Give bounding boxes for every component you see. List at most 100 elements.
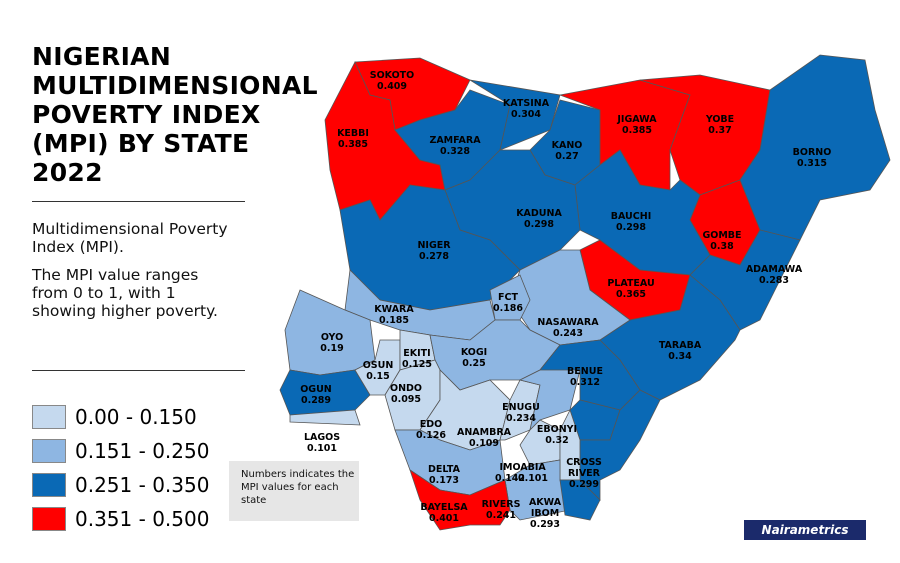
state-value: 0.298 xyxy=(616,222,646,233)
legend-item: 0.251 - 0.350 xyxy=(32,468,209,502)
state-name: EBONYI xyxy=(537,424,577,435)
state-value: 0.37 xyxy=(708,125,731,136)
state-label-edo: EDO 0.126 xyxy=(416,419,446,441)
state-value: 0.32 xyxy=(545,435,568,446)
state-name: TARABA xyxy=(659,340,702,351)
state-value: 0.101 xyxy=(518,473,548,484)
state-value: 0.241 xyxy=(486,510,516,521)
description-range: The MPI value ranges from 0 to 1, with 1… xyxy=(32,266,218,320)
state-label-katsina: KATSINA 0.304 xyxy=(503,98,550,120)
state-value: 0.19 xyxy=(320,343,343,354)
legend-swatch xyxy=(32,439,66,463)
state-label-nasawara: NASAWARA 0.243 xyxy=(537,317,599,339)
state-name: ANAMBRA xyxy=(457,427,512,438)
state-label-delta: DELTA 0.173 xyxy=(428,464,461,486)
state-value: 0.409 xyxy=(377,81,407,92)
state-value: 0.293 xyxy=(530,519,560,530)
state-label-ogun: OGUN 0.289 xyxy=(300,384,332,406)
description-definition: Multidimensional Poverty Index (MPI). xyxy=(32,220,228,256)
state-ogun xyxy=(279,369,371,416)
state-label-lagos: LAGOS 0.101 xyxy=(304,432,340,454)
state-katsina xyxy=(469,79,561,151)
state-name: KOGI xyxy=(461,347,487,358)
legend-label: 0.151 - 0.250 xyxy=(75,439,210,463)
state-name: BAYELSA xyxy=(420,502,468,513)
state-value: 0.312 xyxy=(570,377,600,388)
state-label-akwa-ibom: AKWA IBOM 0.293 xyxy=(529,497,562,530)
state-name: YOBE xyxy=(705,114,734,125)
state-akwa-ibom xyxy=(559,479,601,521)
state-value: 0.142 xyxy=(495,473,525,484)
state-label-gombe: GOMBE 0.38 xyxy=(702,230,741,252)
state-label-imo: IMO 0.142 xyxy=(495,462,525,484)
state-name: DELTA xyxy=(428,464,461,475)
note-box: Numbers indicates the MPI values for eac… xyxy=(229,461,359,521)
state-value: 0.109 xyxy=(469,438,499,449)
state-label-kwara: KWARA 0.185 xyxy=(374,304,414,326)
state-value: 0.126 xyxy=(416,430,446,441)
state-label-oyo: OYO 0.19 xyxy=(320,332,343,354)
state-label-borno: BORNO 0.315 xyxy=(793,147,832,169)
state-value: 0.34 xyxy=(668,351,692,362)
state-bayelsa xyxy=(409,469,511,531)
state-value: 0.328 xyxy=(440,146,470,157)
state-value: 0.385 xyxy=(622,125,652,136)
state-label-niger: NIGER 0.278 xyxy=(417,240,451,262)
state-name: ENUGU xyxy=(502,402,540,413)
state-label-cross-river: CROSS RIVER 0.299 xyxy=(566,457,602,490)
state-name: KADUNA xyxy=(516,208,562,219)
state-name: KWARA xyxy=(374,304,414,315)
state-name: GOMBE xyxy=(702,230,741,241)
state-bauchi xyxy=(574,149,711,276)
state-name: PLATEAU xyxy=(607,278,654,289)
state-label-adamawa: ADAMAWA 0.283 xyxy=(746,264,803,286)
state-name: BAUCHI xyxy=(611,211,651,222)
state-value: 0.289 xyxy=(301,395,331,406)
state-name: OYO xyxy=(321,332,343,343)
state-label-ebonyi: EBONYI 0.32 xyxy=(537,424,577,446)
state-name: NASAWARA xyxy=(537,317,599,328)
state-name: BENUE xyxy=(567,366,603,377)
state-name: IMO xyxy=(499,462,520,473)
nairametrics-logo: Nairametrics xyxy=(744,520,866,540)
state-value: 0.27 xyxy=(555,151,578,162)
state-label-jigawa: JIGAWA 0.385 xyxy=(616,114,657,136)
state-label-kano: KANO 0.27 xyxy=(552,140,583,162)
state-name: LAGOS xyxy=(304,432,340,443)
legend-swatch xyxy=(32,405,66,429)
divider xyxy=(32,201,245,202)
state-label-plateau: PLATEAU 0.365 xyxy=(607,278,654,300)
state-value: 0.15 xyxy=(366,371,389,382)
legend-swatch xyxy=(32,473,66,497)
state-lagos xyxy=(289,409,361,426)
state-label-abia: ABIA 0.101 xyxy=(518,462,548,484)
state-value: 0.38 xyxy=(710,241,734,252)
state-label-zamfara: ZAMFARA 0.328 xyxy=(429,135,481,157)
legend-label: 0.00 - 0.150 xyxy=(75,405,197,429)
state-label-fct: FCT 0.186 xyxy=(493,292,523,314)
state-name: RIVER xyxy=(568,468,601,479)
state-name: ABIA xyxy=(520,462,546,473)
state-label-kaduna: KADUNA 0.298 xyxy=(516,208,562,230)
state-name: CROSS xyxy=(566,457,602,468)
state-name: ZAMFARA xyxy=(429,135,481,146)
divider xyxy=(32,370,245,371)
state-label-taraba: TARABA 0.34 xyxy=(659,340,702,362)
legend-label: 0.251 - 0.350 xyxy=(75,473,210,497)
state-label-benue: BENUE 0.312 xyxy=(567,366,603,388)
legend-item: 0.351 - 0.500 xyxy=(32,502,209,536)
state-name: SOKOTO xyxy=(370,70,415,81)
state-name: KATSINA xyxy=(503,98,550,109)
state-label-yobe: YOBE 0.37 xyxy=(705,114,734,136)
state-label-bayelsa: BAYELSA 0.401 xyxy=(420,502,468,524)
state-name: OSUN xyxy=(363,360,394,371)
state-cross-river xyxy=(579,389,661,501)
state-value: 0.234 xyxy=(506,413,536,424)
state-value: 0.186 xyxy=(493,303,523,314)
state-value: 0.173 xyxy=(429,475,459,486)
state-label-osun: OSUN 0.15 xyxy=(363,360,394,382)
state-value: 0.278 xyxy=(419,251,449,262)
state-value: 0.283 xyxy=(759,275,789,286)
state-value: 0.401 xyxy=(429,513,459,524)
legend: 0.00 - 0.150 0.151 - 0.250 0.251 - 0.350… xyxy=(32,400,209,536)
